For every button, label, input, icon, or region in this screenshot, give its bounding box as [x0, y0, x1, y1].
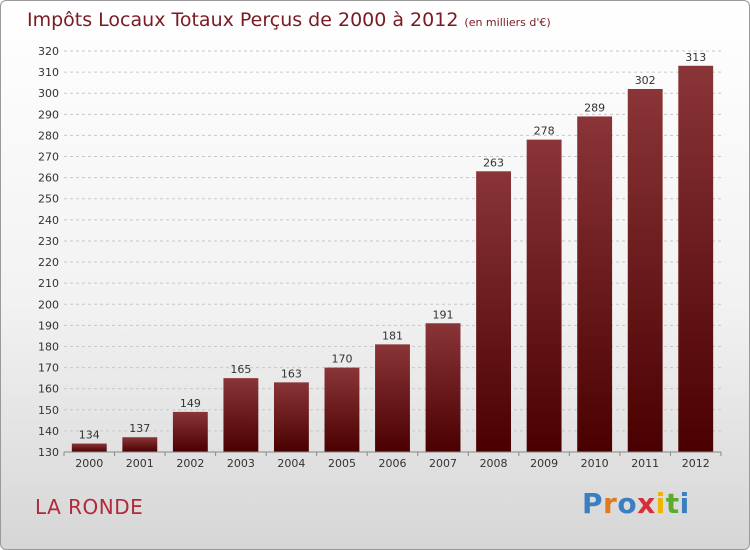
logo-letter: x: [637, 487, 656, 520]
logo-letter: P: [582, 487, 604, 520]
proxiti-logo: Proxiti: [582, 487, 690, 520]
bar-2012: [678, 65, 714, 452]
logo-letter: o: [617, 487, 638, 520]
data-label-2002: 149: [180, 397, 201, 410]
place-name: LA RONDE: [35, 495, 144, 519]
x-axis-ticks: 2000 2001 2002 2003 2004 2005 2006 2007 2008 2009…: [63, 452, 722, 470]
y-axis-ticks: 130 140 150 160 170 180 190 200 210 220 230 240 250 2…: [38, 45, 59, 459]
bar-2005: [324, 367, 360, 452]
data-labels: 134 137 149 165 163 170 181 191 263 278 289 302 313: [79, 51, 706, 442]
x-tick-label-2012: 2012: [682, 457, 710, 470]
data-label-2008: 263: [483, 156, 504, 169]
y-tick-label: 170: [38, 362, 59, 375]
data-label-2010: 289: [584, 101, 605, 114]
data-label-2005: 170: [331, 353, 352, 366]
data-label-2004: 163: [281, 367, 302, 380]
bars: [71, 65, 714, 453]
x-tick-label-2008: 2008: [480, 457, 508, 470]
x-tick-label-2011: 2011: [631, 457, 659, 470]
data-label-2003: 165: [230, 363, 251, 376]
y-tick-label: 320: [38, 45, 59, 58]
x-tick-label-2010: 2010: [581, 457, 609, 470]
logo-letter: i: [679, 487, 690, 520]
y-tick-label: 240: [38, 214, 59, 227]
y-tick-label: 270: [38, 151, 59, 164]
logo-letter: i: [655, 487, 666, 520]
data-label-2009: 278: [534, 125, 555, 138]
bar-2011: [627, 88, 663, 452]
bar-2010: [577, 116, 613, 452]
y-tick-label: 300: [38, 87, 59, 100]
bar-2001: [122, 437, 158, 452]
logo-letter: r: [603, 487, 618, 520]
bar-2003: [223, 378, 259, 452]
chart-title-text: Impôts Locaux Totaux Perçus de 2000 à 20…: [27, 9, 459, 31]
y-tick-label: 140: [38, 425, 59, 438]
data-label-2011: 302: [635, 74, 656, 87]
bar-2002: [172, 411, 208, 452]
y-tick-label: 220: [38, 256, 59, 269]
chart-title: Impôts Locaux Totaux Perçus de 2000 à 20…: [27, 9, 551, 31]
y-tick-label: 160: [38, 383, 59, 396]
x-tick-label-2000: 2000: [75, 457, 103, 470]
y-tick-label: 210: [38, 277, 59, 290]
data-label-2012: 313: [685, 51, 706, 64]
y-tick-label: 290: [38, 108, 59, 121]
bar-2007: [425, 323, 461, 452]
x-tick-label-2003: 2003: [227, 457, 255, 470]
data-label-2007: 191: [433, 308, 454, 321]
y-tick-label: 180: [38, 340, 59, 353]
x-tick-label-2006: 2006: [379, 457, 407, 470]
y-tick-label: 250: [38, 193, 59, 206]
x-tick-label-2004: 2004: [277, 457, 305, 470]
logo-letter: t: [665, 487, 680, 520]
x-tick-label-2009: 2009: [530, 457, 558, 470]
bar-2008: [476, 171, 512, 453]
bar-2006: [375, 344, 410, 452]
y-tick-label: 230: [38, 235, 59, 248]
y-tick-label: 190: [38, 319, 59, 332]
data-label-2001: 137: [129, 422, 150, 435]
bar-2004: [273, 382, 309, 452]
y-tick-label: 150: [38, 404, 59, 417]
x-tick-label-2007: 2007: [429, 457, 457, 470]
bar-2009: [526, 139, 562, 453]
bar-2000: [71, 443, 107, 452]
data-label-2000: 134: [79, 429, 100, 442]
y-tick-label: 130: [38, 446, 59, 459]
y-tick-label: 260: [38, 172, 59, 185]
data-label-2006: 181: [382, 329, 403, 342]
y-tick-label: 200: [38, 298, 59, 311]
y-tick-label: 280: [38, 129, 59, 142]
chart-unit: (en milliers d'€): [464, 16, 551, 29]
x-tick-label-2002: 2002: [176, 457, 204, 470]
x-tick-label-2001: 2001: [126, 457, 154, 470]
y-tick-label: 310: [38, 66, 59, 79]
x-tick-label-2005: 2005: [328, 457, 356, 470]
